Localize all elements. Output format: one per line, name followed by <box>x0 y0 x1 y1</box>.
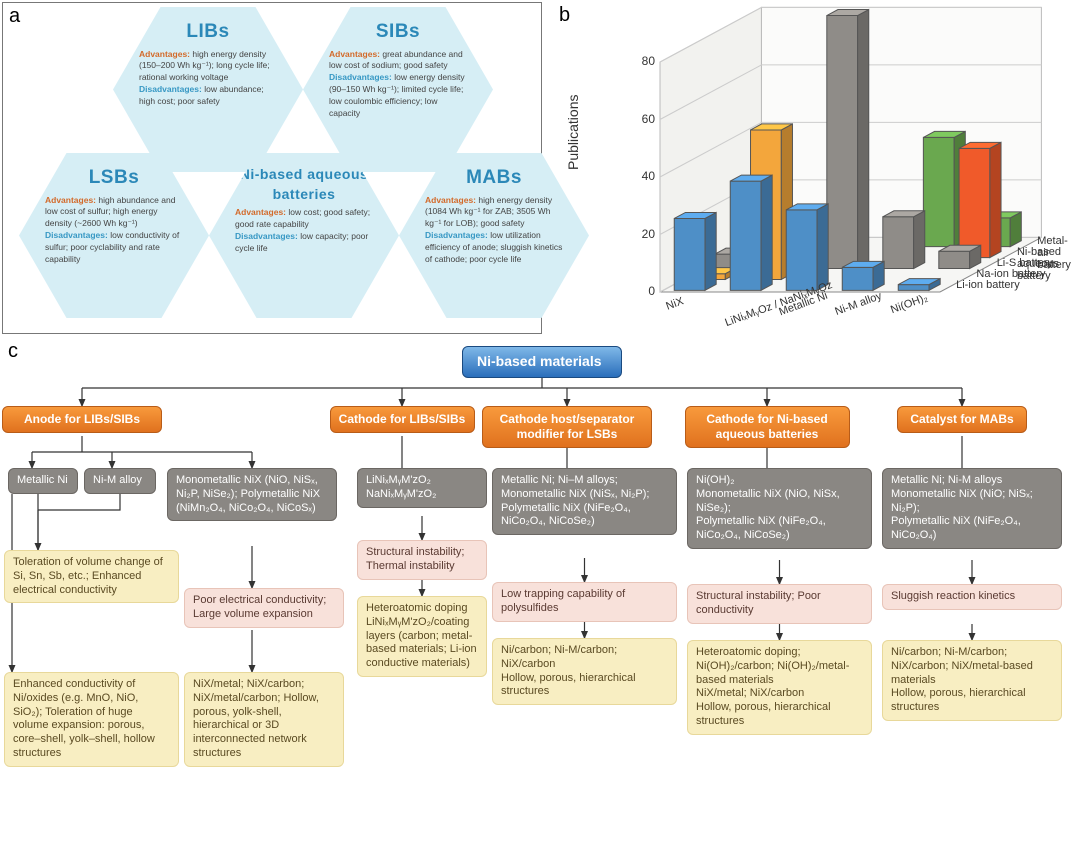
hex-title: Ni-based aqueous batteries <box>235 165 373 204</box>
ytick: 20 <box>625 227 655 241</box>
b0-yellow-lt: Toleration of volume change of Si, Sn, S… <box>4 550 179 603</box>
b3-pink: Structural instability; Poor conductivit… <box>687 584 872 624</box>
hex-niaq: Ni-based aqueous batteriesAdvantages: lo… <box>209 153 399 318</box>
b2-pink: Low trapping capability of polysulfides <box>492 582 677 622</box>
hex-body: Advantages: low cost; good safety; good … <box>235 207 373 255</box>
branch-title-1: Cathode for LIBs/SIBs <box>330 406 475 433</box>
legend-item: Metal-air battery <box>1037 235 1073 271</box>
root-node: Ni-based materials <box>462 346 622 378</box>
hex-sibs: SIBs Advantages: great abundance and low … <box>303 7 493 172</box>
b0-gray-c: Monometallic NiX (NiO, NiSₓ, Ni₂P, NiSe₂… <box>167 468 337 521</box>
branch-title-4: Catalyst for MABs <box>897 406 1027 433</box>
b0-yellow-r: NiX/metal; NiX/carbon; NiX/metal/carbon;… <box>184 672 344 767</box>
b0-gray-b: Ni-M alloy <box>84 468 156 494</box>
flowchart: Ni-based materials Anode for LIBs/SIBs Cat… <box>2 340 1078 854</box>
hex-title: MABs <box>425 165 563 192</box>
ytick: 80 <box>625 54 655 68</box>
hex-body: Advantages: great abundance and low cost… <box>329 49 467 120</box>
ytick: 0 <box>625 284 655 298</box>
b3-yellow: Heteroatomic doping; Ni(OH)₂/carbon; Ni(… <box>687 640 872 735</box>
hex-body: Advantages: high energy density (150–200… <box>139 49 277 108</box>
b1-pink: Structural instability; Thermal instabil… <box>357 540 487 580</box>
b0-pink: Poor electrical conductivity; Large volu… <box>184 588 344 628</box>
hex-title: LIBs <box>139 19 277 46</box>
panel-a-label: a <box>9 5 20 28</box>
ytick: 40 <box>625 169 655 183</box>
branch-title-3: Cathode for Ni-based aqueous batteries <box>685 406 850 448</box>
hex-title: LSBs <box>45 165 183 192</box>
b4-pink: Sluggish reaction kinetics <box>882 584 1062 610</box>
ytick: 60 <box>625 112 655 126</box>
legend-item: Li-ion battery <box>956 279 1020 291</box>
hex-body: Advantages: high abundance and low cost … <box>45 195 183 266</box>
b3-gray: Ni(OH)₂Monometallic NiX (NiO, NiSx, NiSe… <box>687 468 872 549</box>
b0-gray-a: Metallic Ni <box>8 468 78 494</box>
branch-title-0: Anode for LIBs/SIBs <box>2 406 162 433</box>
panel-b: b Publications 020406080NiXLiNiₓMᵧOz / N… <box>555 2 1073 334</box>
hex-title: SIBs <box>329 19 467 46</box>
branch-title-2: Cathode host/separator modifier for LSBs <box>482 406 652 448</box>
hex-libs: LIBs Advantages: high energy density (150… <box>113 7 303 172</box>
hex-lsbs: LSBs Advantages: high abundance and low c… <box>19 153 209 318</box>
b1-yellow: Heteroatomic dopingLiNiₓMᵧM'zO₂/coating … <box>357 596 487 677</box>
panel-c: c Ni-based materialsAnode for LIBs/SIBsC… <box>2 340 1078 854</box>
hex-body: Advantages: high energy density (1084 Wh… <box>425 195 563 266</box>
b1-gray: LiNiₓMᵧM'zO₂NaNiₓMᵧM'zO₂ <box>357 468 487 508</box>
y-axis-label: Publications <box>565 95 581 171</box>
b2-yellow: Ni/carbon; Ni-M/carbon; NiX/carbonHollow… <box>492 638 677 705</box>
b0-yellow-lb: Enhanced conductivity of Ni/oxides (e.g.… <box>4 672 179 767</box>
bar3d-chart: Publications 020406080NiXLiNiₓMᵧOz / NaN… <box>555 2 1073 334</box>
panel-a: a LIBs Advantages: high energy density (1… <box>2 2 542 334</box>
b4-yellow: Ni/carbon; Ni-M/carbon; NiX/carbon; NiX/… <box>882 640 1062 721</box>
b2-gray: Metallic Ni; Ni–M alloys; Monometallic N… <box>492 468 677 535</box>
b4-gray: Metallic Ni; Ni-M alloysMonometallic NiX… <box>882 468 1062 549</box>
